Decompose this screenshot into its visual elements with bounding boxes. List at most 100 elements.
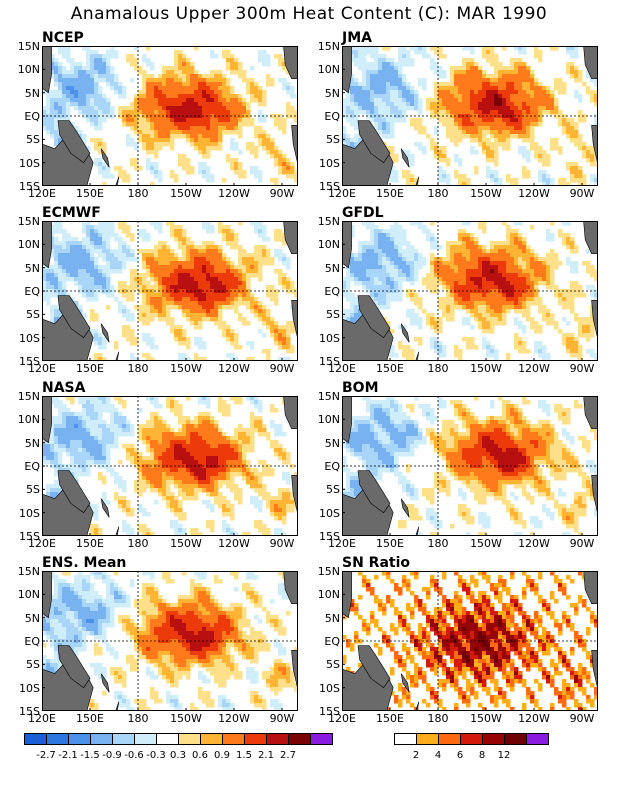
field-cell	[270, 333, 275, 338]
field-cell	[570, 118, 575, 123]
field-cell	[502, 309, 507, 314]
field-cell	[118, 269, 123, 274]
field-cell	[90, 293, 95, 298]
field-cell	[246, 257, 251, 262]
field-cell	[162, 102, 167, 107]
field-cell	[378, 285, 383, 290]
field-cell	[438, 170, 443, 175]
field-cell	[382, 134, 387, 139]
field-cell	[110, 174, 115, 179]
field-cell	[418, 126, 423, 131]
field-cell	[246, 273, 251, 278]
field-cell	[522, 102, 527, 107]
field-cell	[170, 329, 175, 334]
field-cell	[254, 225, 259, 230]
field-cell	[354, 118, 359, 123]
field-cell	[414, 273, 419, 278]
field-cell	[170, 70, 175, 75]
field-cell	[286, 345, 291, 350]
field-cell	[434, 277, 439, 282]
field-cell	[398, 237, 403, 242]
field-cell	[266, 138, 271, 143]
field-cell	[506, 174, 511, 179]
field-cell	[490, 285, 495, 290]
field-cell	[482, 74, 487, 79]
field-cell	[246, 102, 251, 107]
field-cell	[62, 114, 67, 119]
field-cell	[370, 297, 375, 302]
field-cell	[410, 122, 415, 127]
field-cell	[530, 122, 535, 127]
field-cell	[218, 289, 223, 294]
field-cell	[54, 245, 59, 250]
field-cell	[266, 353, 271, 358]
land-mass	[57, 295, 91, 339]
field-cell	[146, 281, 151, 286]
field-cell	[358, 249, 363, 254]
field-cell	[462, 46, 467, 51]
field-cell	[346, 142, 351, 147]
field-cell	[390, 170, 395, 175]
field-cell	[502, 305, 507, 310]
field-cell	[534, 98, 539, 103]
field-cell	[206, 313, 211, 318]
field-cell	[206, 78, 211, 83]
field-cell	[86, 114, 91, 119]
field-cell	[450, 138, 455, 143]
field-cell	[234, 122, 239, 127]
field-cell	[490, 257, 495, 262]
field-cell	[126, 114, 131, 119]
field-cell	[174, 74, 179, 79]
field-cell	[106, 233, 111, 238]
field-cell	[230, 146, 235, 151]
field-cell	[526, 297, 531, 302]
field-cell	[394, 273, 399, 278]
field-cell	[294, 178, 298, 183]
field-cell	[530, 74, 535, 79]
field-cell	[106, 50, 111, 55]
field-cell	[242, 297, 247, 302]
field-cell	[502, 106, 507, 111]
field-cell	[254, 313, 259, 318]
field-cell	[182, 126, 187, 131]
field-cell	[98, 90, 103, 95]
field-cell	[562, 126, 567, 131]
field-cell	[94, 297, 99, 302]
field-cell	[210, 98, 215, 103]
field-cell	[518, 289, 523, 294]
field-cell	[206, 82, 211, 87]
field-cell	[206, 114, 211, 119]
field-cell	[62, 110, 67, 115]
field-cell	[194, 273, 199, 278]
field-cell	[50, 225, 55, 230]
field-cell	[558, 182, 563, 186]
field-cell	[158, 241, 163, 246]
field-cell	[410, 46, 415, 51]
field-cell	[166, 86, 171, 91]
field-cell	[474, 269, 479, 274]
field-cell	[506, 74, 511, 79]
field-cell	[258, 245, 263, 250]
field-cell	[142, 285, 147, 290]
field-cell	[398, 58, 403, 63]
field-cell	[274, 182, 279, 186]
field-cell	[406, 82, 411, 87]
field-cell	[470, 110, 475, 115]
field-cell	[526, 293, 531, 298]
field-cell	[510, 114, 515, 119]
field-cell	[450, 245, 455, 250]
field-cell	[570, 74, 575, 79]
field-cell	[422, 86, 427, 91]
field-cell	[78, 106, 83, 111]
field-cell	[462, 82, 467, 87]
field-cell	[530, 293, 535, 298]
field-cell	[162, 82, 167, 87]
field-cell	[438, 102, 443, 107]
field-cell	[94, 353, 99, 358]
field-cell	[46, 289, 51, 294]
field-cell	[570, 138, 575, 143]
field-cell	[214, 142, 219, 147]
field-cell	[266, 325, 271, 330]
field-cell	[278, 122, 283, 127]
field-cell	[242, 118, 247, 123]
